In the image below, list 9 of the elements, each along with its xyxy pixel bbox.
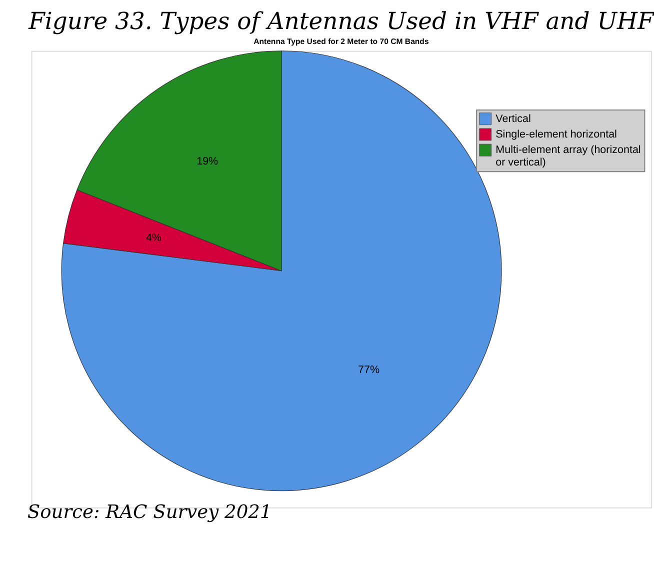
legend-label: Single-element horizontal xyxy=(496,128,617,140)
source-note: Source: RAC Survey 2021 xyxy=(27,502,272,524)
legend-label: Multi-element array (horizontal or vertical) xyxy=(496,144,641,169)
legend-label: Vertical xyxy=(496,112,531,125)
chart-subtitle: Antenna Type Used for 2 Meter to 70 CM Bands xyxy=(254,36,430,46)
chart-title: Figure 33. Types of Antennas Used in VHF and UHF xyxy=(28,7,654,36)
data-label: 4% xyxy=(146,232,162,244)
data-label: 19% xyxy=(196,156,219,168)
data-label: 77% xyxy=(358,364,380,376)
